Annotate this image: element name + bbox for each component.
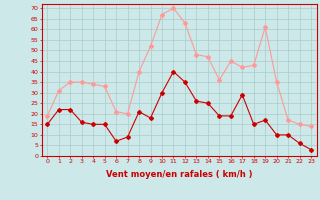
X-axis label: Vent moyen/en rafales ( km/h ): Vent moyen/en rafales ( km/h ) [106, 170, 252, 179]
